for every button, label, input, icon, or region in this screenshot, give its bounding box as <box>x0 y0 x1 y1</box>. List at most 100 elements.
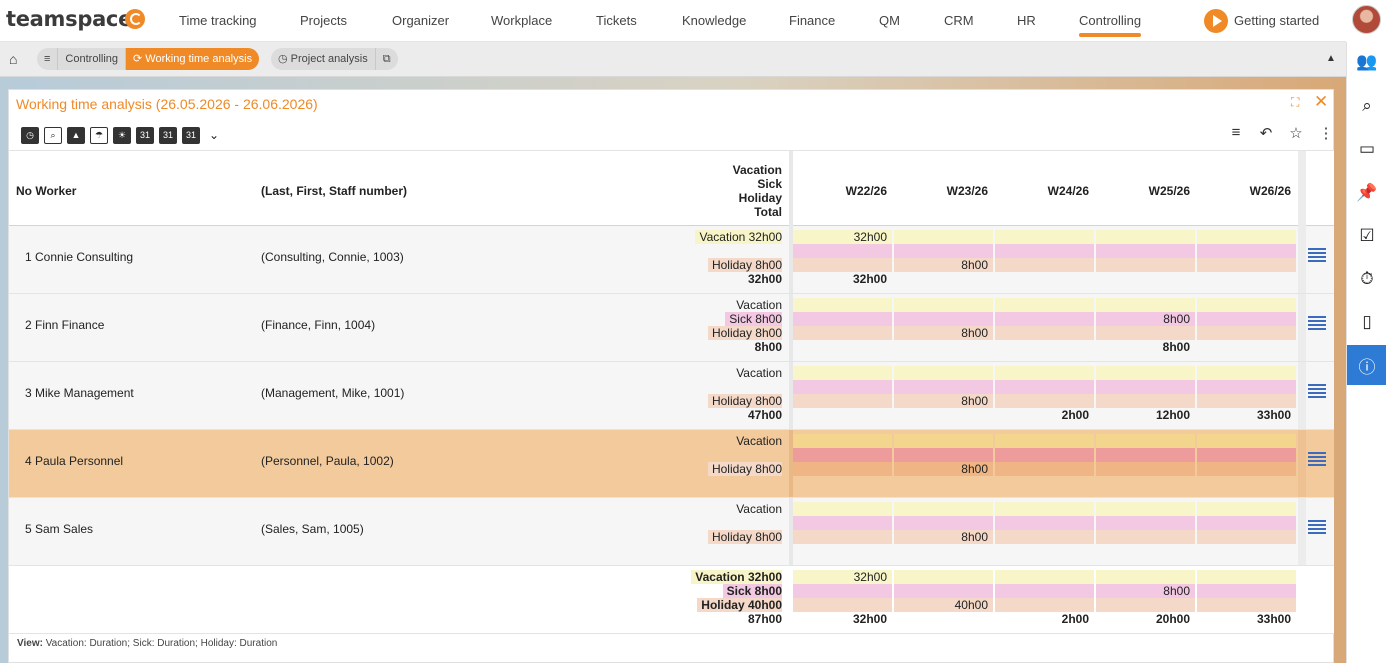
getting-started-link[interactable]: Getting started <box>1234 13 1320 28</box>
filter-icon[interactable]: ≡ <box>1231 124 1241 141</box>
home-icon[interactable]: ⌂ <box>9 51 18 67</box>
worker-name[interactable]: 2 Finn Finance <box>25 318 105 332</box>
nav-tickets[interactable]: Tickets <box>596 13 637 28</box>
week-cell[interactable] <box>995 498 1094 565</box>
table-row[interactable]: 4 Paula Personnel (Personnel, Paula, 1002… <box>9 430 1334 498</box>
worker-name[interactable]: 3 Mike Management <box>25 386 134 400</box>
week-cell[interactable]: 32h00 32h00 <box>793 226 892 293</box>
mobile-icon[interactable]: ▯ <box>1362 312 1372 331</box>
week-cell[interactable]: 33h00 <box>1197 566 1296 633</box>
tab-project-analysis[interactable]: ◷ Project analysis <box>271 48 375 70</box>
week-cell[interactable]: 8h00 <box>894 362 993 429</box>
breadcrumb-menu-icon[interactable]: ≡ <box>44 53 51 65</box>
tab-working-time-analysis[interactable]: ⟳ Working time analysis <box>125 48 260 70</box>
week-cell[interactable] <box>793 362 892 429</box>
collapse-up-icon[interactable]: ▲ <box>1326 53 1336 64</box>
getting-started-play-icon[interactable] <box>1204 9 1228 33</box>
week-cell[interactable]: 8h00 <box>894 226 993 293</box>
week-header[interactable]: W26/26 <box>1249 184 1291 198</box>
week-header[interactable]: W24/26 <box>1047 184 1089 198</box>
worker-name[interactable]: 4 Paula Personnel <box>25 454 124 468</box>
maximize-icon[interactable]: ⛶ <box>1291 95 1300 109</box>
week-header[interactable]: W25/26 <box>1148 184 1190 198</box>
week-cell[interactable] <box>1197 498 1296 565</box>
worker-name[interactable]: 1 Connie Consulting <box>25 250 134 264</box>
nav-projects[interactable]: Projects <box>300 13 347 28</box>
close-icon[interactable]: ✕ <box>1314 92 1329 111</box>
week-cell[interactable] <box>1197 430 1296 497</box>
week-cell[interactable]: 8h00 <box>894 498 993 565</box>
row-details-icon[interactable] <box>1308 248 1326 266</box>
table-row[interactable]: 5 Sam Sales (Sales, Sam, 1005) Vacation Hol… <box>9 498 1334 566</box>
week-cell[interactable]: 12h00 <box>1096 362 1195 429</box>
stopwatch-icon[interactable]: ⏱ <box>1360 269 1374 288</box>
week-cell[interactable] <box>1096 226 1195 293</box>
undo-icon[interactable]: ↶ <box>1259 125 1273 142</box>
week-cell[interactable] <box>1096 430 1195 497</box>
id-card-icon[interactable]: ▭ <box>1358 139 1376 158</box>
week-header[interactable]: W22/26 <box>845 184 887 198</box>
week-cell[interactable]: 2h00 <box>995 362 1094 429</box>
holiday-icon[interactable]: ☀ <box>113 126 131 144</box>
user-avatar[interactable] <box>1352 5 1381 34</box>
week-cell[interactable] <box>1197 294 1296 361</box>
week-cell[interactable] <box>1197 226 1296 293</box>
nav-qm[interactable]: QM <box>879 13 900 28</box>
week-cell[interactable]: 33h00 <box>1197 362 1296 429</box>
row-details-icon[interactable] <box>1308 520 1326 538</box>
sick-icon[interactable]: ☂ <box>90 126 108 144</box>
week-cell[interactable] <box>995 294 1094 361</box>
week-cell[interactable] <box>793 498 892 565</box>
chevron-down-icon[interactable]: ⌄ <box>205 126 223 144</box>
week-cell[interactable] <box>793 294 892 361</box>
row-details-icon[interactable] <box>1308 452 1326 470</box>
total-band <box>793 340 892 354</box>
week-cell[interactable] <box>793 430 892 497</box>
row-details-icon[interactable] <box>1308 384 1326 402</box>
week-cell[interactable]: 8h00 8h00 <box>1096 294 1195 361</box>
more-vert-icon[interactable]: ⋮ <box>1318 125 1334 142</box>
clock-tool-icon[interactable]: ◷ <box>21 126 39 144</box>
star-icon[interactable]: ☆ <box>1289 125 1303 142</box>
calendar-week-icon[interactable]: 31 <box>159 126 177 144</box>
col-no-worker[interactable]: No Worker <box>16 184 77 198</box>
table-row[interactable]: 1 Connie Consulting (Consulting, Connie, … <box>9 226 1334 294</box>
open-external-icon[interactable]: ⧉ <box>374 48 398 70</box>
nav-workplace[interactable]: Workplace <box>491 13 553 28</box>
week-cell[interactable]: 8h00 <box>894 430 993 497</box>
vacation-band <box>1197 434 1296 448</box>
week-cell[interactable]: 2h00 <box>995 566 1094 633</box>
warning-icon[interactable]: ▲ <box>67 126 85 144</box>
week-cell[interactable] <box>995 226 1094 293</box>
worker-name[interactable]: 5 Sam Sales <box>25 522 94 536</box>
nav-hr[interactable]: HR <box>1017 13 1036 28</box>
table-row[interactable]: 3 Mike Management (Management, Mike, 1001… <box>9 362 1334 430</box>
calendar-month-icon[interactable]: 31 <box>182 126 200 144</box>
search-list-icon[interactable]: ⌕ <box>44 126 62 144</box>
week-cell[interactable]: 32h00 32h00 <box>793 566 892 633</box>
week-header[interactable]: W23/26 <box>946 184 988 198</box>
week-cell[interactable]: 8h00 20h00 <box>1096 566 1195 633</box>
nav-controlling[interactable]: Controlling <box>1079 13 1142 37</box>
tasks-icon[interactable]: ☑ <box>1359 226 1375 245</box>
pin-icon[interactable]: 📌 <box>1356 183 1378 202</box>
col-info[interactable]: (Last, First, Staff number) <box>261 184 408 198</box>
people-icon[interactable]: 👥 <box>1356 52 1378 71</box>
week-cell[interactable]: 40h00 <box>894 566 993 633</box>
search-icon[interactable]: ⌕ <box>1362 96 1372 115</box>
nav-finance[interactable]: Finance <box>789 13 836 28</box>
row-details-icon[interactable] <box>1308 316 1326 334</box>
week-cell[interactable] <box>995 430 1094 497</box>
total-band: 2h00 <box>1061 408 1089 422</box>
info-icon[interactable]: ⓘ <box>1347 345 1386 385</box>
nav-knowledge[interactable]: Knowledge <box>682 13 747 28</box>
nav-time-tracking[interactable]: Time tracking <box>179 13 257 28</box>
week-cell[interactable] <box>1096 498 1195 565</box>
calendar-day-icon[interactable]: 31 <box>136 126 154 144</box>
nav-crm[interactable]: CRM <box>944 13 974 28</box>
table-row[interactable]: 2 Finn Finance (Finance, Finn, 1004) Vacat… <box>9 294 1334 362</box>
app-logo[interactable]: teamspace <box>6 7 133 31</box>
nav-organizer[interactable]: Organizer <box>392 13 450 28</box>
week-cell[interactable]: 8h00 <box>894 294 993 361</box>
breadcrumb-controlling[interactable]: Controlling <box>57 48 125 70</box>
